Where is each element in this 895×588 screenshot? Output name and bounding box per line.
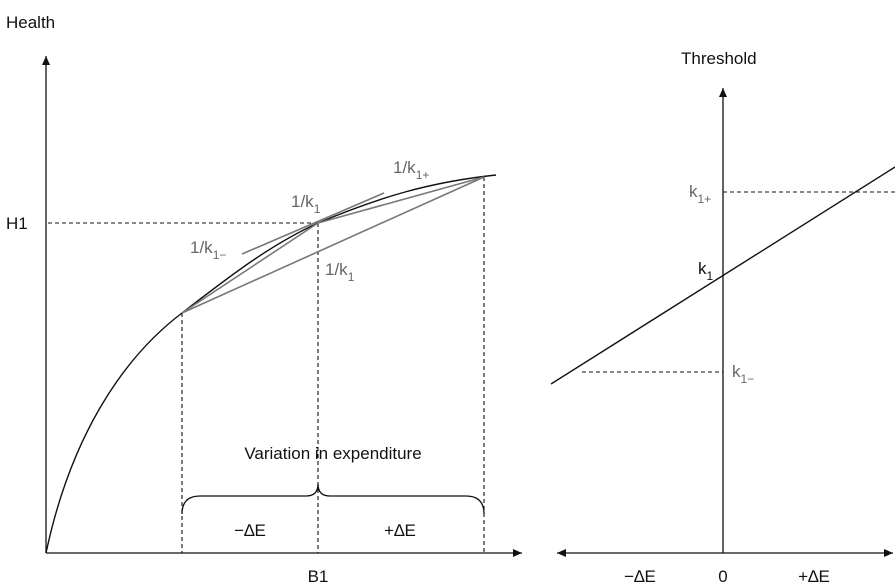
x-zero-label: 0 [718,567,727,586]
h1-label: H1 [6,214,28,233]
health-production-curve [45,174,497,554]
slope-label-chord-k1: 1/k1 [325,260,355,284]
x-plus-delta-e-label: +∆E [798,567,830,586]
chord-upper-segment [317,176,485,224]
variation-in-expenditure-label: Variation in expenditure [244,444,421,463]
slope-label-k1: 1/k1 [291,192,321,216]
threshold-panel: Threshold k1+ k1 k1− −∆E 0 +∆E [550,49,895,586]
slope-label-k1-minus: 1/k1− [190,238,226,262]
k1-minus-label: k1− [732,362,754,386]
health-axis-label: Health [6,13,55,32]
chord-full-range [181,176,485,314]
x-minus-delta-e-label: −∆E [624,567,656,586]
minus-delta-e-label: −∆E [234,521,266,540]
tangent-at-b1 [241,192,385,255]
k1-label: k1 [698,259,714,283]
threshold-axis-label: Threshold [681,49,757,68]
k1-plus-label: k1+ [689,182,711,206]
slope-label-k1-plus: 1/k1+ [393,158,429,182]
variation-brace [181,483,485,515]
b1-label: B1 [308,567,329,586]
plus-delta-e-label: +∆E [384,521,416,540]
threshold-line [550,166,895,385]
chord-lower-segment [181,222,319,314]
health-expenditure-panel: Health H1 B1 1/k1+ 1/k1 1/k1− 1/k1 Varia… [6,13,522,586]
